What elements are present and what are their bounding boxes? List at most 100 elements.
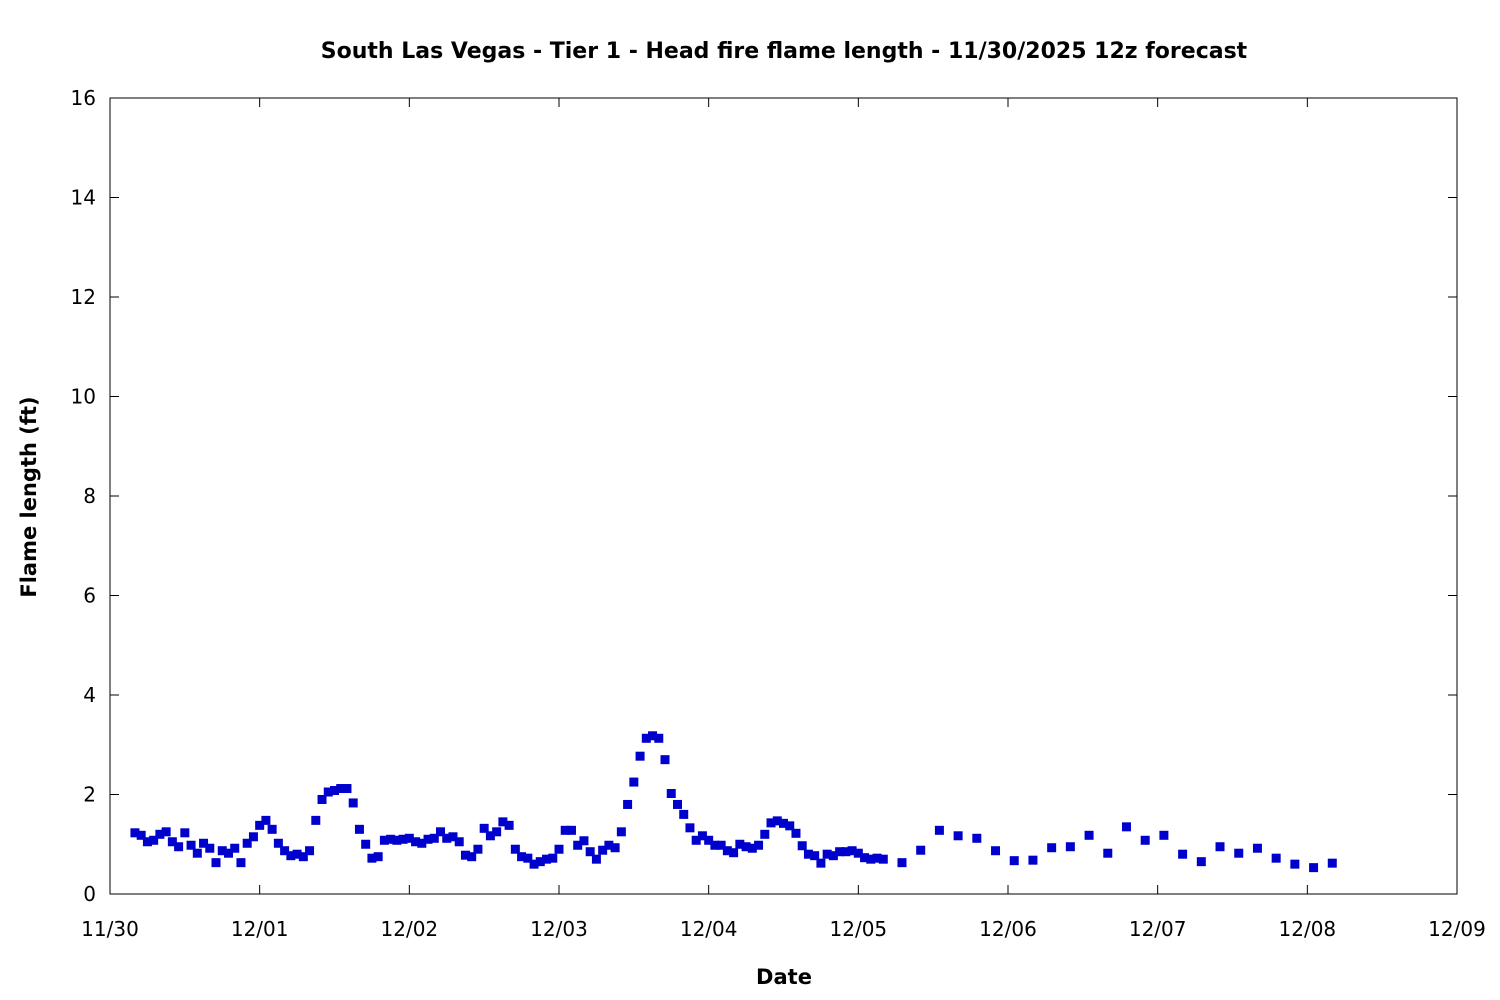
data-point [641, 733, 651, 743]
data-point [504, 820, 514, 830]
data-point [710, 840, 720, 850]
data-point [579, 836, 589, 846]
data-point [754, 840, 764, 850]
data-point [623, 799, 633, 809]
y-tick-label: 6 [83, 584, 96, 608]
data-point [180, 828, 190, 838]
data-point [205, 843, 215, 853]
data-point [492, 827, 502, 837]
data-point [872, 853, 882, 863]
data-point [1028, 855, 1038, 865]
x-tick-label: 12/01 [231, 917, 289, 941]
data-point [342, 784, 352, 794]
data-point [991, 846, 1001, 856]
data-point [604, 840, 614, 850]
data-point [853, 848, 863, 858]
data-point [803, 849, 813, 859]
y-tick-label: 12 [71, 285, 96, 309]
data-point [223, 848, 233, 858]
data-point [442, 833, 452, 843]
data-point [267, 824, 277, 834]
data-point [448, 832, 458, 842]
data-point [273, 838, 283, 848]
data-point [423, 834, 433, 844]
x-tick-label: 12/06 [979, 917, 1037, 941]
data-point [330, 786, 339, 796]
data-point [660, 755, 670, 765]
data-point [847, 846, 857, 856]
data-point [591, 854, 601, 864]
data-point [866, 854, 876, 864]
data-point [816, 858, 826, 868]
data-point [616, 827, 626, 837]
data-point [878, 854, 888, 864]
data-point [697, 831, 707, 841]
data-point [386, 834, 396, 844]
data-point [679, 809, 689, 819]
data-point [485, 831, 495, 841]
data-point [136, 830, 146, 840]
x-tick-label: 12/03 [530, 917, 588, 941]
data-point [779, 818, 788, 828]
data-point [161, 827, 171, 837]
data-point [236, 858, 246, 868]
data-point [1047, 843, 1057, 853]
x-tick-label: 12/08 [1279, 917, 1337, 941]
data-point [404, 833, 414, 843]
data-point [510, 844, 520, 854]
data-point [305, 846, 315, 856]
data-point [747, 843, 757, 853]
data-point [672, 799, 682, 809]
data-point [635, 751, 645, 761]
data-point [648, 731, 658, 741]
data-point [1327, 858, 1337, 868]
data-point [199, 838, 209, 848]
data-point [142, 837, 152, 847]
y-tick-label: 2 [83, 783, 96, 807]
x-tick-label: 12/05 [830, 917, 888, 941]
x-axis-label: Date [756, 965, 812, 989]
y-tick-label: 10 [71, 385, 96, 409]
data-point [560, 825, 570, 835]
data-point [1309, 863, 1319, 873]
axis-ticks [109, 97, 1458, 895]
chart-title: South Las Vegas - Tier 1 - Head fire fla… [321, 39, 1248, 64]
data-point [411, 837, 421, 847]
data-point [354, 824, 364, 834]
data-point [629, 777, 639, 787]
x-tick-label: 11/30 [81, 917, 139, 941]
data-point [1009, 856, 1019, 866]
data-point [211, 858, 221, 868]
data-point [548, 853, 558, 863]
data-point [835, 847, 845, 857]
data-point [498, 817, 508, 827]
data-point [298, 852, 308, 862]
data-point [1084, 830, 1094, 840]
data-point [666, 789, 676, 799]
data-point [685, 823, 695, 833]
data-point [610, 843, 620, 853]
data-point [417, 838, 427, 848]
data-point [654, 733, 664, 743]
data-point [174, 842, 184, 852]
data-point [897, 858, 907, 868]
data-point [242, 838, 252, 848]
data-point [1065, 842, 1075, 852]
data-point [735, 839, 745, 849]
data-point [554, 844, 564, 854]
data-point [373, 852, 383, 862]
data-point [1215, 842, 1225, 852]
y-tick-label: 0 [83, 882, 96, 906]
data-point [1178, 849, 1188, 859]
data-point [722, 846, 732, 856]
data-point [810, 851, 820, 861]
data-point [573, 840, 583, 850]
tick-labels: 0 2 4 6 8 10 12 14 16 11/30 12/01 12/02 12/03 12/04 12… [71, 86, 1486, 941]
data-point [822, 849, 832, 859]
data-point [1271, 853, 1281, 863]
data-point [598, 845, 608, 855]
data-point [1196, 857, 1206, 867]
data-point [429, 833, 439, 843]
data-point [479, 823, 489, 833]
data-point [729, 848, 739, 858]
